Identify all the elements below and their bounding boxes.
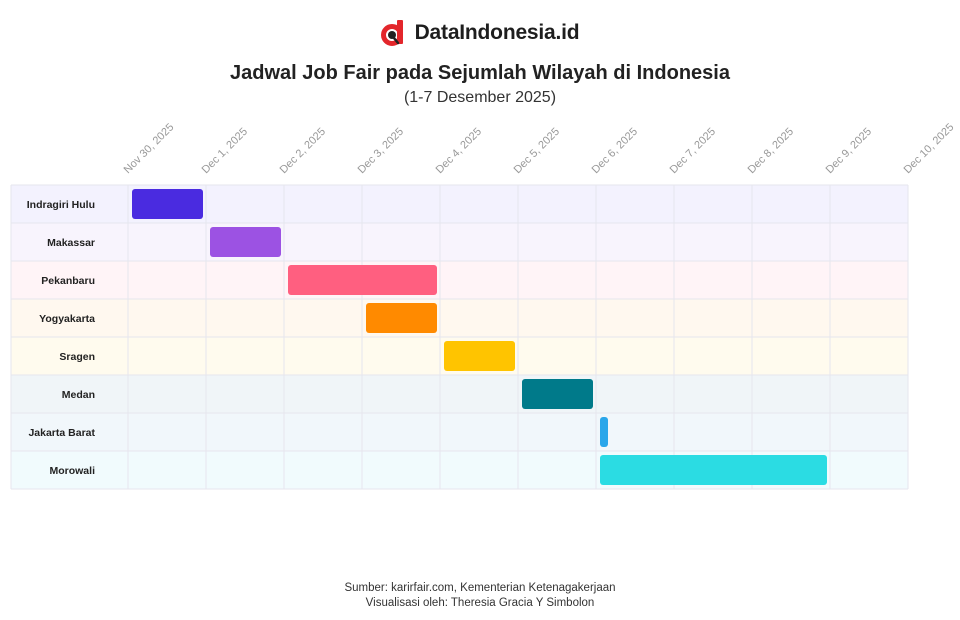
x-axis-ticks: Nov 30, 2025 Dec 1, 2025 Dec 2, 2025 Dec 3,… [122,121,957,176]
task-bar[interactable] [210,227,281,257]
x-tick-label: Dec 4, 2025 [434,126,484,176]
row-background [11,375,908,413]
chart-subtitle: (1-7 Desember 2025) [403,89,557,106]
row-background [11,223,908,261]
row-background [11,261,908,299]
grid-lines [127,185,909,489]
task-bar[interactable] [444,341,515,371]
x-tick-label: Dec 10, 2025 [902,121,957,176]
row-label: Morowali [49,465,95,477]
row-label: Jakarta Barat [28,427,95,439]
task-bar[interactable] [600,455,827,485]
task-bar[interactable] [288,265,437,295]
brand-name: DataIndonesia.id [414,21,580,44]
row-background [11,413,908,451]
row-label: Pekanbaru [41,275,95,287]
row-backgrounds [10,184,909,490]
x-tick-label: Dec 6, 2025 [590,126,640,176]
source-note: Sumber: karirfair.com, Kementerian Keten… [344,582,616,594]
row-label: Makassar [47,237,95,249]
x-tick-label: Dec 5, 2025 [512,126,562,176]
task-bar[interactable] [522,379,593,409]
row-label: Yogyakarta [39,313,95,325]
x-tick-label: Nov 30, 2025 [122,121,177,176]
x-tick-label: Dec 9, 2025 [824,126,874,176]
row-background [11,299,908,337]
x-tick-label: Dec 7, 2025 [668,126,718,176]
x-tick-label: Dec 8, 2025 [746,126,796,176]
x-tick-label: Dec 1, 2025 [200,126,250,176]
row-label: Indragiri Hulu [27,199,95,211]
visualization-credit: Visualisasi oleh: Theresia Gracia Y Simb… [365,597,595,609]
row-labels: Indragiri Hulu Makassar Pekanbaru Yogyakart… [27,199,96,477]
task-bars [132,189,827,485]
row-label: Medan [62,389,95,401]
chart-footer: Sumber: karirfair.com, Kementerian Keten… [0,581,960,611]
x-tick-label: Dec 3, 2025 [356,126,406,176]
task-bar[interactable] [132,189,203,219]
x-tick-label: Dec 2, 2025 [278,126,328,176]
task-bar[interactable] [366,303,437,333]
row-label: Sragen [59,351,95,363]
task-bar[interactable] [600,417,608,447]
brand-header: DataIndonesia.id [0,20,960,46]
chart-title: Jadwal Job Fair pada Sejumlah Wilayah di… [230,62,730,84]
dataindonesia-logo-icon [380,20,403,46]
